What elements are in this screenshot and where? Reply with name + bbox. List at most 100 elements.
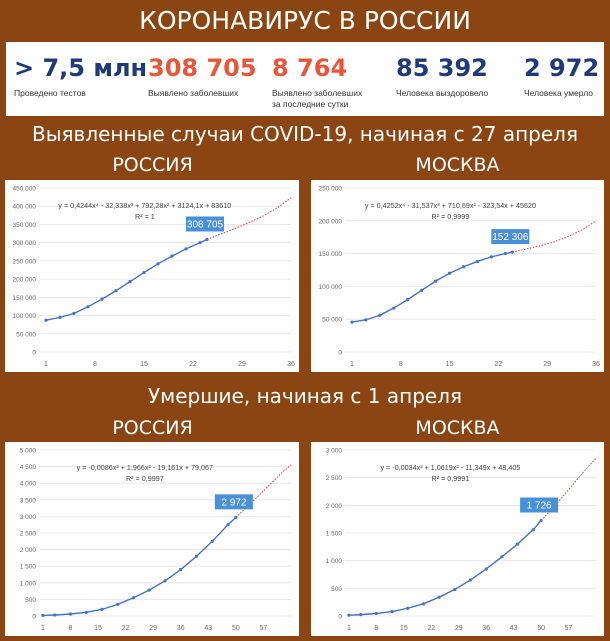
data-point: [461, 265, 466, 269]
y-tick-label: 1 500: [20, 564, 37, 571]
series-line: [351, 251, 513, 323]
data-point: [100, 607, 104, 611]
data-point: [392, 306, 396, 310]
series-line: [45, 238, 208, 321]
data-point: [86, 305, 90, 309]
y-tick-label: 0: [32, 614, 36, 621]
x-tick-label: 1: [347, 625, 351, 632]
callout-box: [214, 494, 253, 510]
data-point: [447, 271, 452, 275]
x-tick-label: 29: [238, 361, 246, 368]
data-point: [84, 610, 88, 614]
data-point: [453, 587, 457, 592]
trend-equation: y = -0,0086x³ + 1,966x² - 19,161x + 79,0…: [77, 463, 213, 472]
y-tick-label: 5 000: [20, 448, 37, 455]
x-tick-label: 29: [455, 625, 463, 632]
data-point: [378, 313, 382, 317]
x-tick-label: 15: [94, 625, 102, 632]
y-tick-label: 1 000: [326, 558, 343, 565]
stat-cases-label: Выявлено заболевших: [148, 88, 239, 98]
data-point: [116, 602, 120, 606]
data-point: [210, 539, 214, 543]
x-tick-label: 57: [260, 625, 268, 632]
stat-cases-value: 308 705: [148, 54, 257, 82]
x-tick-label: 36: [177, 625, 185, 632]
data-point: [489, 255, 494, 259]
data-point: [184, 247, 188, 251]
y-tick-label: 3 000: [326, 448, 343, 455]
r-squared: R² = 1: [135, 212, 155, 221]
stat-deaths-value: 2 972: [524, 54, 600, 82]
x-tick-label: 15: [400, 625, 408, 632]
section-deaths-russia-label: РОССИЯ: [112, 417, 193, 439]
x-tick-label: 22: [122, 625, 130, 632]
chart-cases-russia: 0 50 000 100 000 150 000 200 000 250 000 300 0…: [13, 186, 295, 369]
chart-panel-deaths-russia: 0 500 1 000 1 500 2 000 2 500 3 000 3 500 4 000 4…: [5, 442, 299, 636]
x-tick-label: 43: [204, 625, 212, 632]
data-point: [147, 588, 151, 592]
x-tick-label: 8: [69, 625, 73, 632]
data-point: [347, 613, 351, 617]
x-tick-label: 36: [592, 361, 600, 368]
data-point: [234, 515, 238, 519]
stat-recovered-label: Человека выздоровело: [396, 88, 489, 98]
callout-box: [186, 216, 224, 232]
section-cases-russia-label: РОССИЯ: [112, 154, 193, 176]
page-title: КОРОНАВИРУС В РОССИИ: [139, 6, 471, 35]
stat-deaths-label: Человека умерло: [524, 88, 593, 98]
y-tick-label: 1 500: [326, 531, 343, 538]
trend-line: [540, 457, 597, 521]
x-tick-label: 8: [374, 625, 378, 632]
y-tick-label: 50 000: [322, 317, 342, 324]
data-point: [364, 318, 368, 322]
y-tick-label: 0: [32, 350, 36, 357]
data-point: [515, 542, 520, 546]
data-point: [437, 595, 441, 599]
section-cases-moscow-label: МОСКВА: [415, 154, 500, 176]
trend-line: [512, 220, 597, 253]
callout-box: [520, 497, 559, 513]
y-tick-label: 500: [331, 586, 342, 593]
x-tick-label: 22: [189, 361, 197, 368]
data-point: [539, 518, 543, 523]
stat-daily-label: Выявлено заболевших за последние сутки: [272, 88, 363, 109]
trend-equation: y = 0,4244x⁴ - 32,338x³ + 792,28x² + 312…: [58, 201, 231, 210]
data-point: [100, 297, 104, 301]
callout-label: 308 705: [187, 219, 224, 230]
data-point: [350, 320, 354, 324]
data-point: [468, 578, 473, 582]
callout-label: 152 306: [492, 232, 529, 243]
y-tick-label: 0: [338, 614, 342, 621]
x-tick-label: 43: [510, 625, 518, 632]
stat-recovered-value: 85 392: [396, 54, 488, 82]
y-tick-label: 200 000: [13, 277, 37, 284]
y-tick-label: 1 000: [20, 580, 37, 587]
data-point: [163, 579, 167, 583]
y-tick-label: 250 000: [319, 186, 343, 193]
r-squared: R² = 0,9999: [432, 212, 470, 221]
data-point: [421, 602, 426, 606]
stat-tests-label: Проведено тестов: [14, 88, 86, 98]
x-tick-label: 1: [350, 361, 354, 368]
stat-tests-value: > 7,5 млн: [14, 54, 148, 82]
x-tick-label: 1: [44, 361, 48, 368]
y-tick-label: 200 000: [319, 218, 343, 225]
data-point: [156, 262, 160, 266]
data-point: [194, 554, 199, 558]
y-tick-label: 250 000: [13, 258, 37, 265]
trend-line: [206, 197, 292, 240]
data-point: [41, 613, 45, 618]
x-tick-label: 57: [565, 625, 573, 632]
data-point: [205, 237, 209, 242]
data-point: [131, 596, 136, 600]
callout-label: 2 972: [221, 497, 246, 508]
data-point: [198, 241, 202, 245]
data-point: [420, 288, 424, 292]
y-tick-label: 4 500: [20, 464, 37, 471]
data-point: [128, 280, 132, 284]
data-point: [226, 523, 230, 527]
data-point: [170, 254, 174, 258]
data-point: [179, 567, 183, 572]
x-tick-label: 36: [287, 361, 295, 368]
y-tick-label: 2 000: [326, 503, 343, 510]
